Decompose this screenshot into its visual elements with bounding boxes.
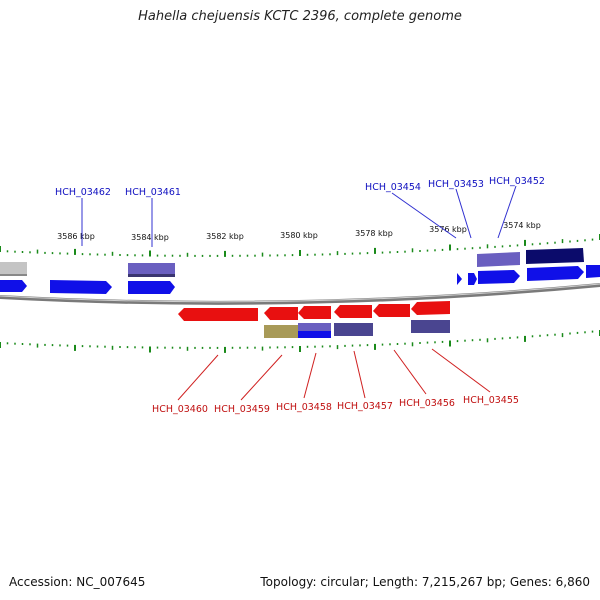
scale-label: 3582 kbp [206,232,244,241]
scale-label: 3580 kbp [280,231,318,240]
gene-label[interactable]: HCH_03459 [214,404,270,415]
gene-arrow-hch-03457[interactable] [334,305,372,318]
scale-label: 3578 kbp [355,229,393,238]
bottom-leader-lines [177,348,491,401]
genome-backbone-highlight [0,283,600,303]
scale-label: 3586 kbp [57,232,95,241]
scale-label: 3574 kbp [503,221,541,230]
gene-arrow[interactable] [50,280,112,294]
scale-label: 3576 kbp [429,225,467,234]
reverse-genes [178,301,450,338]
scale-labels: 3586 kbp 3584 kbp 3582 kbp 3580 kbp 3578… [57,221,541,242]
gene-arrow[interactable] [457,273,462,285]
gene-arrow[interactable] [128,281,175,294]
gene-arrow[interactable] [0,262,27,276]
gene-label[interactable]: HCH_03462 [55,187,111,198]
gene-arrow-hch-03452[interactable] [526,248,584,264]
top-gene-labels: HCH_03462 HCH_03461 HCH_03454 HCH_03453 … [55,176,545,198]
gene-label[interactable]: HCH_03460 [152,404,208,415]
scale-label: 3584 kbp [131,233,169,242]
gene-arrow-hch-03461[interactable] [128,263,175,276]
bottom-gene-labels: HCH_03460 HCH_03459 HCH_03458 HCH_03457 … [152,395,519,415]
gene-block[interactable] [298,323,331,331]
gene-arrow-hch-03455[interactable] [411,301,450,315]
gene-arrow-shadow [128,274,175,277]
gene-label[interactable]: HCH_03454 [365,182,421,193]
gene-arrow[interactable] [468,273,477,285]
gene-label[interactable]: HCH_03452 [489,176,545,187]
gene-arrow[interactable] [527,266,584,281]
scale-ticks-top [0,234,600,257]
gene-arrow-hch-03458[interactable] [298,306,331,319]
gene-arrow-hch-03459[interactable] [264,307,298,320]
genome-title: Hahella chejuensis KCTC 2396, complete g… [138,9,462,24]
scale-ticks-bottom [0,330,600,353]
gene-arrow-hch-03460[interactable] [178,308,258,321]
gene-arrow[interactable] [0,280,27,292]
gene-label[interactable]: HCH_03461 [125,187,181,198]
gene-label[interactable]: HCH_03458 [276,402,332,413]
gene-arrow[interactable] [586,265,600,278]
gene-label[interactable]: HCH_03457 [337,401,393,412]
topology-label: Topology: circular; Length: 7,215,267 bp… [260,575,590,589]
gene-arrow-hch-03453[interactable] [477,252,520,267]
accession-label: Accession: NC_007645 [9,575,146,589]
gene-label[interactable]: HCH_03453 [428,179,484,190]
gene-block[interactable] [298,331,331,338]
gene-block[interactable] [264,325,300,338]
gene-arrow[interactable] [478,270,520,284]
top-leader-lines [81,185,517,247]
gene-block[interactable] [411,320,450,333]
gene-arrow-hch-03456[interactable] [373,304,410,317]
gene-arrow-shadow [0,274,27,276]
gene-block[interactable] [334,323,373,336]
genome-backbone [0,283,600,305]
gene-label[interactable]: HCH_03456 [399,398,455,409]
gene-label[interactable]: HCH_03455 [463,395,519,406]
forward-genes [0,248,600,294]
